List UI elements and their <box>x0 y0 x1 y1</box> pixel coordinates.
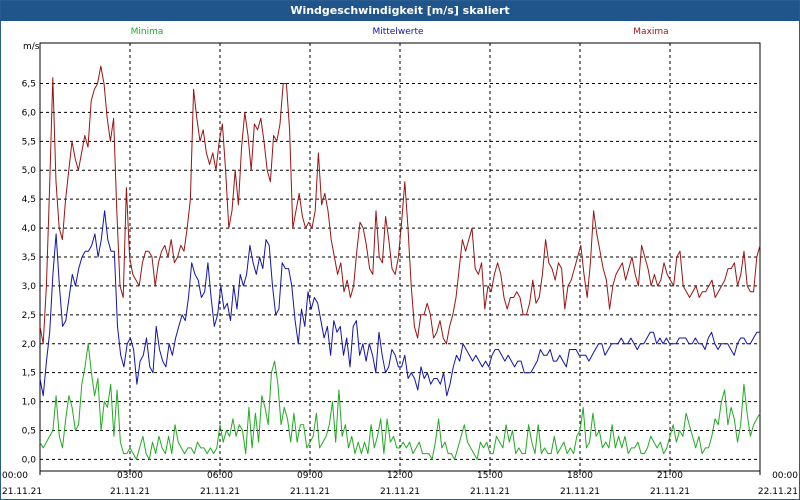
y-tick-label: 0,5 <box>22 427 36 437</box>
y-tick-label: 5,5 <box>22 137 36 147</box>
x-tick-time-label: 12:00 <box>387 471 413 481</box>
y-tick-label: 4,0 <box>22 224 37 234</box>
grid-lines <box>40 43 760 471</box>
series-line-minima <box>39 343 761 460</box>
x-tick-time-label: 03:00 <box>117 471 143 481</box>
x-tick-date-label: 22.11.21 <box>758 487 798 497</box>
y-tick-label: 2,5 <box>22 311 36 321</box>
legend-maxima: Maxima <box>633 27 668 37</box>
y-axis: 0,0 0,5 1,0 1,5 2,0 2,5 3,0 3,5 4,0 4,5 5,0 5,5 6,0 6… <box>22 79 37 465</box>
y-tick-label: 1,0 <box>22 398 37 408</box>
x-tick-time-label: 00:00 <box>2 471 28 481</box>
x-tick-time-label: 15:00 <box>477 471 503 481</box>
x-tick-date-label: 21.11.21 <box>470 487 510 497</box>
x-tick-date-label: 21.11.21 <box>110 487 150 497</box>
y-axis-unit-label: m/s <box>23 42 40 52</box>
x-tick-time-label: 21:00 <box>657 471 683 481</box>
wind-speed-chart: 00:00 21.11.21 03:00 21.11.21 06:00 21.11.21 0… <box>2 27 798 497</box>
y-tick-label: 3,5 <box>22 253 36 263</box>
window-title: Windgeschwindigkeit [m/s] skaliert <box>1 1 799 21</box>
series-lines <box>39 65 761 460</box>
series-line-maxima <box>39 65 761 345</box>
x-tick-date-label: 21.11.21 <box>200 487 240 497</box>
y-tick-label: 0,0 <box>22 455 37 465</box>
x-tick-time-label: 00:00 <box>772 471 798 481</box>
x-axis: 00:00 21.11.21 03:00 21.11.21 06:00 21.11.21 0… <box>2 471 798 497</box>
x-tick-date-label: 21.11.21 <box>2 487 42 497</box>
y-tick-label: 4,5 <box>22 195 36 205</box>
legend-mittelwerte: Mittelwerte <box>372 27 423 37</box>
x-tick-date-label: 21.11.21 <box>290 487 330 497</box>
x-tick-time-label: 09:00 <box>297 471 323 481</box>
x-tick-date-label: 21.11.21 <box>380 487 420 497</box>
series-line-mittelwerte <box>39 210 760 397</box>
y-tick-label: 5,0 <box>22 166 37 176</box>
y-tick-label: 1,5 <box>22 369 36 379</box>
y-tick-label: 3,0 <box>22 282 37 292</box>
legend-minima: Minima <box>131 27 164 37</box>
x-tick-date-label: 21.11.21 <box>650 487 690 497</box>
y-tick-label: 2,0 <box>22 340 37 350</box>
y-tick-label: 6,5 <box>22 79 36 89</box>
x-tick-date-label: 21.11.21 <box>560 487 600 497</box>
x-tick-time-label: 06:00 <box>207 471 233 481</box>
y-tick-label: 6,0 <box>22 108 37 118</box>
x-tick-time-label: 18:00 <box>567 471 593 481</box>
legend: Minima Mittelwerte Maxima <box>131 27 669 37</box>
